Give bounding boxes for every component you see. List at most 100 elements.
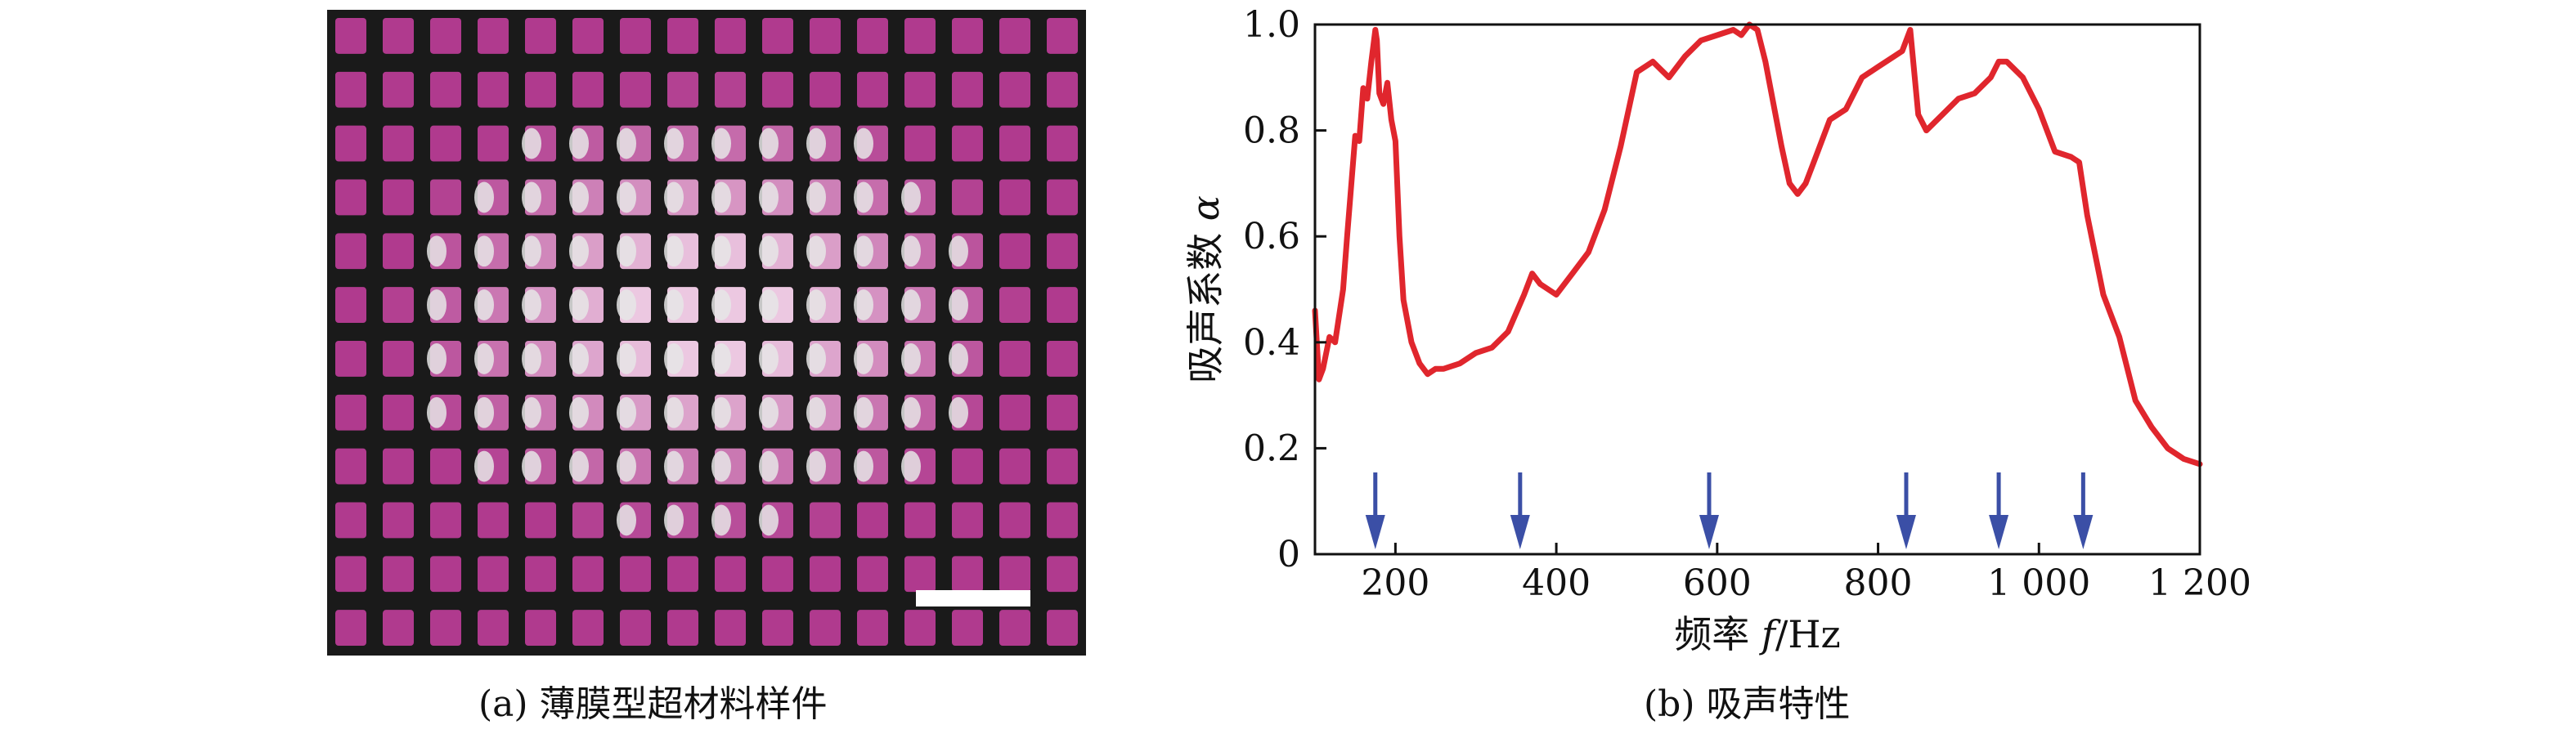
membrane-cell bbox=[572, 502, 604, 539]
membrane-cell bbox=[857, 610, 888, 646]
mass-platelet bbox=[759, 343, 779, 374]
mass-platelet bbox=[711, 128, 731, 159]
mass-platelet bbox=[806, 396, 826, 428]
membrane-cell bbox=[383, 448, 414, 485]
membrane-cell bbox=[999, 556, 1030, 593]
mass-platelet bbox=[806, 343, 826, 374]
mass-platelet bbox=[711, 343, 731, 374]
membrane-cell bbox=[999, 233, 1030, 270]
x-tick-label: 200 bbox=[1361, 562, 1429, 604]
membrane-cell bbox=[430, 179, 461, 216]
membrane-cell bbox=[478, 502, 509, 539]
resonance-arrow bbox=[1896, 472, 1916, 549]
membrane-cell bbox=[383, 394, 414, 431]
membrane-cell bbox=[999, 287, 1030, 323]
mass-platelet bbox=[854, 450, 873, 482]
resonance-arrow bbox=[1510, 472, 1530, 549]
y-tick-label: 0.2 bbox=[1243, 427, 1300, 469]
membrane-cell bbox=[1047, 18, 1078, 54]
mass-platelet bbox=[522, 181, 541, 213]
y-tick-label: 0.8 bbox=[1243, 110, 1300, 152]
mass-platelet bbox=[569, 450, 589, 482]
x-tick-label: 600 bbox=[1683, 562, 1752, 604]
y-tick-label: 0.6 bbox=[1243, 216, 1300, 257]
mass-platelet bbox=[427, 235, 447, 267]
mass-platelet bbox=[949, 235, 968, 267]
mass-platelet bbox=[664, 181, 684, 213]
resonance-arrow bbox=[2073, 472, 2094, 549]
membrane-cell bbox=[335, 502, 366, 539]
membrane-cell bbox=[1047, 179, 1078, 216]
membrane-cell bbox=[667, 556, 698, 593]
sample-photo bbox=[327, 10, 1086, 656]
membrane-cell bbox=[904, 125, 936, 162]
membrane-cell bbox=[1047, 448, 1078, 485]
mass-platelet bbox=[522, 289, 541, 321]
membrane-cell bbox=[335, 287, 366, 323]
membrane-cell bbox=[335, 233, 366, 270]
mass-platelet bbox=[949, 289, 968, 321]
membrane-cell bbox=[810, 502, 841, 539]
membrane-cell bbox=[430, 71, 461, 108]
membrane-cell bbox=[857, 556, 888, 593]
membrane-cell bbox=[620, 610, 651, 646]
mass-platelet bbox=[759, 396, 779, 428]
mass-platelet bbox=[759, 504, 779, 536]
membrane-cell bbox=[857, 502, 888, 539]
mass-platelet bbox=[854, 343, 873, 374]
membrane-cell bbox=[952, 502, 983, 539]
membrane-cell bbox=[715, 610, 746, 646]
membrane-cell bbox=[1047, 233, 1078, 270]
membrane-cell bbox=[762, 71, 793, 108]
membrane-cell bbox=[525, 71, 556, 108]
membrane-cell bbox=[999, 610, 1030, 646]
mass-platelet bbox=[522, 450, 541, 482]
mass-platelet bbox=[522, 235, 541, 267]
x-tick-label: 1 200 bbox=[2148, 562, 2251, 604]
membrane-cell bbox=[952, 18, 983, 54]
membrane-cell bbox=[715, 71, 746, 108]
membrane-cell bbox=[904, 502, 936, 539]
membrane-cell bbox=[715, 18, 746, 54]
membrane-cell bbox=[999, 394, 1030, 431]
mass-platelet bbox=[806, 128, 826, 159]
mass-platelet bbox=[474, 343, 494, 374]
membrane-cell bbox=[478, 18, 509, 54]
membrane-cell bbox=[383, 125, 414, 162]
mass-platelet bbox=[617, 128, 636, 159]
membrane-cell bbox=[904, 556, 936, 593]
mass-platelet bbox=[617, 450, 636, 482]
mass-platelet bbox=[901, 396, 921, 428]
mass-platelet bbox=[617, 289, 636, 321]
mass-platelet bbox=[664, 396, 684, 428]
membrane-cell bbox=[999, 502, 1030, 539]
resonance-arrow bbox=[1699, 472, 1719, 549]
mass-platelet bbox=[617, 343, 636, 374]
photo-frame bbox=[327, 10, 1086, 656]
membrane-cell bbox=[1047, 610, 1078, 646]
scale-bar bbox=[916, 590, 1030, 606]
caption-panel-a: (a) 薄膜型超材料样件 bbox=[478, 683, 828, 725]
y-tick-label: 0 bbox=[1277, 534, 1300, 575]
membrane-cell bbox=[383, 502, 414, 539]
mass-platelet bbox=[711, 504, 731, 536]
mass-platelet bbox=[474, 235, 494, 267]
mass-platelet bbox=[759, 128, 779, 159]
membrane-cell bbox=[525, 556, 556, 593]
resonance-arrow bbox=[1989, 472, 2009, 549]
mass-platelet bbox=[474, 289, 494, 321]
mass-platelet bbox=[427, 343, 447, 374]
membrane-cell bbox=[762, 556, 793, 593]
mass-platelet bbox=[569, 289, 589, 321]
membrane-cell bbox=[620, 71, 651, 108]
membrane-cell bbox=[572, 71, 604, 108]
membrane-cell bbox=[667, 18, 698, 54]
mass-platelet bbox=[901, 235, 921, 267]
membrane-cell bbox=[999, 448, 1030, 485]
membrane-cell bbox=[430, 18, 461, 54]
mass-platelet bbox=[901, 181, 921, 213]
membrane-cell bbox=[810, 556, 841, 593]
membrane-cell bbox=[335, 556, 366, 593]
membrane-cell bbox=[1047, 71, 1078, 108]
